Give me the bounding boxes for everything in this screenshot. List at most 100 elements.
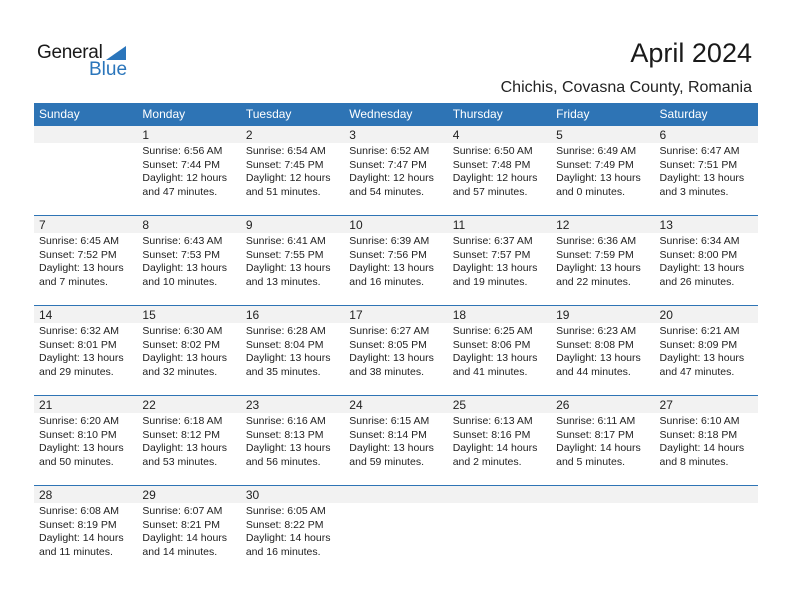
day-number: 16: [245, 308, 260, 322]
minutes-text: and 22 minutes.: [556, 275, 631, 288]
weekday-sunday: Sunday: [39, 107, 80, 121]
sun-info: Sunrise: 6:25 AM Sunset: 8:06 PM Daylight:…: [453, 325, 551, 379]
minutes-text: and 41 minutes.: [452, 365, 528, 378]
day-cell: 27 Sunrise: 6:10 AM Sunset: 8:18 PM Dayligh…: [654, 396, 759, 485]
day-number: 12: [556, 218, 570, 232]
daylight-text: Daylight: 13 hours: [556, 172, 641, 184]
daylight-text: Daylight: 13 hours: [245, 352, 331, 364]
daylight-text: Daylight: 12 hours: [142, 172, 228, 184]
day-number: 13: [659, 218, 673, 232]
sun-info: Sunrise: 6:50 AM Sunset: 7:48 PM Daylight:…: [453, 145, 551, 199]
empty-day-cell: [551, 486, 655, 575]
sunrise-text: Sunrise: 6:15 AM: [349, 415, 430, 427]
sunrise-text: Sunrise: 6:47 AM: [659, 145, 740, 157]
daylight-text: Daylight: 13 hours: [659, 352, 745, 364]
day-cell: 15 Sunrise: 6:30 AM Sunset: 8:02 PM Dayligh…: [137, 306, 242, 395]
minutes-text: and 53 minutes.: [142, 455, 218, 468]
sun-info: Sunrise: 6:37 AM Sunset: 7:57 PM Daylight:…: [453, 235, 551, 289]
day-number: 3: [349, 128, 356, 142]
day-cell: 1 Sunrise: 6:56 AM Sunset: 7:44 PM Daylight…: [137, 126, 242, 215]
sunset-text: Sunset: 7:48 PM: [452, 158, 531, 171]
minutes-text: and 16 minutes.: [349, 275, 424, 288]
sun-info: Sunrise: 6:47 AM Sunset: 7:51 PM Daylight:…: [660, 145, 758, 199]
sunrise-text: Sunrise: 6:23 AM: [556, 325, 637, 337]
logo-blue-text: Blue: [89, 59, 128, 80]
sunset-text: Sunset: 7:45 PM: [245, 158, 324, 171]
day-number: 8: [142, 218, 150, 232]
sun-info: Sunrise: 6:18 AM Sunset: 8:12 PM Daylight:…: [142, 415, 240, 469]
sunrise-text: Sunrise: 6:20 AM: [39, 415, 119, 427]
day-cell: 4 Sunrise: 6:50 AM Sunset: 7:48 PM Daylight…: [447, 126, 552, 215]
daylight-text: Daylight: 13 hours: [142, 352, 228, 364]
minutes-text: and 32 minutes.: [142, 365, 218, 378]
sunset-text: Sunset: 7:49 PM: [556, 158, 634, 171]
daylight-text: Daylight: 13 hours: [452, 262, 538, 274]
weekday-wednesday: Wednesday: [349, 107, 413, 121]
day-number: 14: [39, 308, 53, 322]
sun-info: Sunrise: 6:10 AM Sunset: 8:18 PM Daylight:…: [660, 415, 758, 469]
sunset-text: Sunset: 7:51 PM: [659, 158, 738, 171]
minutes-text: and 51 minutes.: [245, 185, 321, 198]
daylight-text: Daylight: 12 hours: [452, 172, 538, 184]
weekday-friday: Friday: [556, 107, 590, 121]
day-cell: 25 Sunrise: 6:13 AM Sunset: 8:16 PM Dayligh…: [447, 396, 552, 485]
day-number: 18: [452, 308, 467, 322]
sunrise-text: Sunrise: 6:25 AM: [452, 325, 533, 337]
sunset-text: Sunset: 8:00 PM: [659, 248, 738, 261]
sunset-text: Sunset: 8:04 PM: [245, 338, 324, 351]
daylight-text: Daylight: 13 hours: [349, 352, 434, 364]
day-number: 20: [659, 308, 673, 322]
sun-info: Sunrise: 6:36 AM Sunset: 7:59 PM Daylight:…: [556, 235, 654, 289]
day-cell: 13 Sunrise: 6:34 AM Sunset: 8:00 PM Dayligh…: [654, 216, 759, 305]
day-number: 29: [142, 488, 156, 502]
day-cell: 28 Sunrise: 6:08 AM Sunset: 8:19 PM Dayligh…: [34, 486, 138, 575]
sun-info: Sunrise: 6:52 AM Sunset: 7:47 PM Daylight:…: [349, 145, 447, 199]
minutes-text: and 3 minutes.: [659, 185, 729, 198]
sunset-text: Sunset: 8:22 PM: [245, 518, 324, 531]
minutes-text: and 47 minutes.: [142, 185, 218, 198]
sun-info: Sunrise: 6:07 AM Sunset: 8:21 PM Daylight:…: [142, 505, 240, 559]
day-number: 10: [349, 218, 363, 232]
minutes-text: and 7 minutes.: [39, 275, 108, 288]
day-number: 6: [659, 128, 667, 142]
day-cell: 3 Sunrise: 6:52 AM Sunset: 7:47 PM Daylight…: [344, 126, 449, 215]
daylight-text: Daylight: 13 hours: [349, 262, 434, 274]
day-number: 27: [659, 398, 673, 412]
daylight-text: Daylight: 13 hours: [245, 442, 331, 454]
sunset-text: Sunset: 7:53 PM: [142, 248, 221, 261]
sunset-text: Sunset: 7:52 PM: [39, 248, 117, 261]
sunset-text: Sunset: 7:47 PM: [349, 158, 427, 171]
day-number: 19: [556, 308, 570, 322]
sun-info: Sunrise: 6:23 AM Sunset: 8:08 PM Daylight:…: [556, 325, 654, 379]
minutes-text: and 16 minutes.: [245, 545, 321, 558]
daylight-text: Daylight: 13 hours: [349, 442, 434, 454]
sun-info: Sunrise: 6:39 AM Sunset: 7:56 PM Daylight:…: [349, 235, 447, 289]
sunrise-text: Sunrise: 6:13 AM: [452, 415, 533, 427]
daylight-text: Daylight: 12 hours: [349, 172, 434, 184]
minutes-text: and 57 minutes.: [452, 185, 528, 198]
daylight-text: Daylight: 14 hours: [245, 532, 331, 544]
day-number: 30: [245, 488, 260, 502]
daylight-text: Daylight: 14 hours: [39, 532, 124, 544]
empty-day-cell: [34, 126, 138, 215]
day-cell: 21 Sunrise: 6:20 AM Sunset: 8:10 PM Dayligh…: [34, 396, 138, 485]
sunrise-text: Sunrise: 6:16 AM: [245, 415, 326, 427]
day-cell: 23 Sunrise: 6:16 AM Sunset: 8:13 PM Dayligh…: [240, 396, 345, 485]
sun-info: Sunrise: 6:45 AM Sunset: 7:52 PM Daylight:…: [39, 235, 137, 289]
sunrise-text: Sunrise: 6:08 AM: [39, 505, 119, 517]
day-cell: 7 Sunrise: 6:45 AM Sunset: 7:52 PM Daylight…: [34, 216, 138, 305]
day-number: 2: [245, 128, 253, 142]
day-number: 26: [556, 398, 570, 412]
sunrise-text: Sunrise: 6:50 AM: [452, 145, 533, 157]
day-cell: 22 Sunrise: 6:18 AM Sunset: 8:12 PM Dayligh…: [137, 396, 242, 485]
day-cell: 19 Sunrise: 6:23 AM Sunset: 8:08 PM Dayligh…: [551, 306, 655, 395]
minutes-text: and 13 minutes.: [245, 275, 321, 288]
minutes-text: and 38 minutes.: [349, 365, 424, 378]
logo-triangle-icon: [106, 46, 126, 60]
sunset-text: Sunset: 7:55 PM: [245, 248, 324, 261]
day-number: 15: [142, 308, 156, 322]
daylight-text: Daylight: 14 hours: [142, 532, 228, 544]
day-number: 28: [39, 488, 53, 502]
sunrise-text: Sunrise: 6:52 AM: [349, 145, 430, 157]
